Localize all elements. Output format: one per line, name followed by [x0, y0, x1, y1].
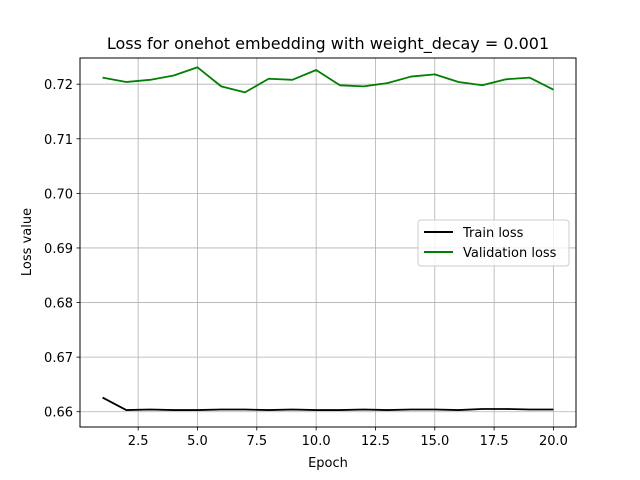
legend-label-validation: Validation loss: [463, 246, 557, 261]
chart-title: Loss for onehot embedding with weight_de…: [107, 34, 549, 54]
validation-loss-line: [102, 66, 554, 94]
plot-area-frame: [79, 57, 577, 428]
x-tick-label: 2.5: [128, 434, 149, 449]
x-tick-label: 5.0: [187, 434, 208, 449]
axis-ticks: 2.5 5.0 7.5 10.0 12.5 15.0 17.5 20.0 0.66 0.67 0.6…: [44, 78, 568, 449]
y-tick-label: 0.68: [44, 297, 73, 312]
series-lines: [102, 66, 554, 411]
y-tick-label: 0.70: [44, 187, 73, 202]
x-tick-label: 15.0: [420, 434, 449, 449]
x-tick-label: 10.0: [302, 434, 331, 449]
legend-label-train: Train loss: [462, 226, 524, 241]
legend: Train loss Validation loss: [417, 219, 570, 267]
y-tick-label: 0.66: [44, 406, 73, 421]
x-tick-label: 17.5: [480, 434, 509, 449]
legend-box: [417, 219, 570, 267]
x-axis-label: Epoch: [308, 456, 348, 471]
x-tick-label: 20.0: [539, 434, 568, 449]
y-tick-label: 0.72: [44, 78, 73, 93]
y-tick-label: 0.67: [44, 351, 73, 366]
x-tick-label: 12.5: [361, 434, 390, 449]
y-tick-label: 0.71: [44, 133, 73, 148]
y-axis-label: Loss value: [20, 208, 35, 276]
train-loss-line: [102, 396, 554, 411]
y-tick-label: 0.69: [44, 242, 73, 257]
x-tick-label: 7.5: [246, 434, 267, 449]
